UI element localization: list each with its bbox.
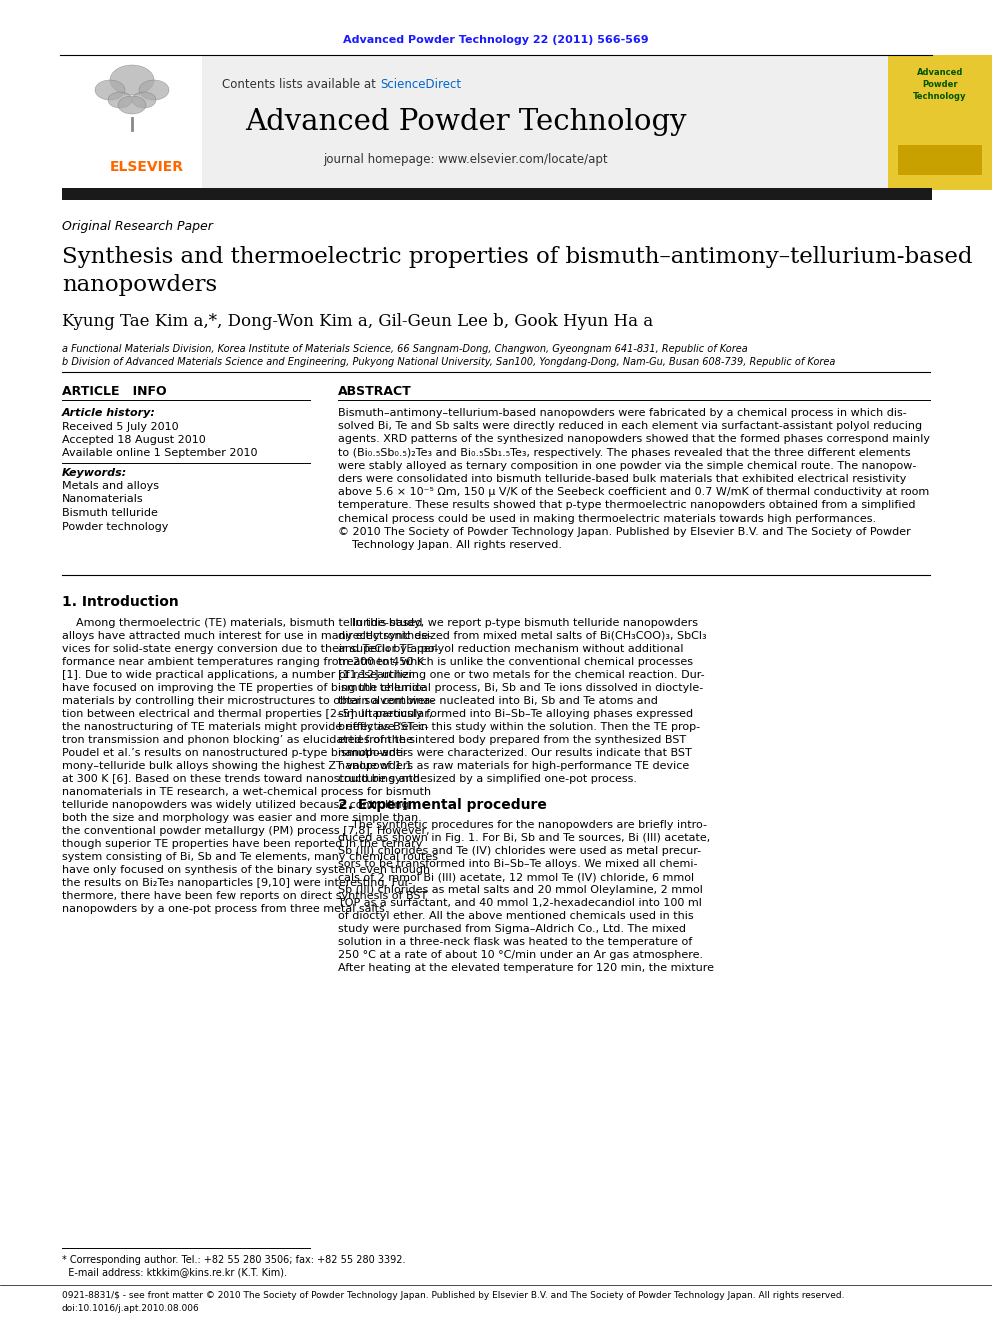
Text: vices for solid-state energy conversion due to their superior TE per-: vices for solid-state energy conversion … [62,644,438,654]
Text: thermore, there have been few reports on direct synthesis of BST: thermore, there have been few reports on… [62,890,428,901]
Text: Contents lists available at: Contents lists available at [222,78,380,91]
Text: erties of the sintered body prepared from the synthesized BST: erties of the sintered body prepared fro… [338,736,686,745]
Text: though superior TE properties have been reported in the ternary: though superior TE properties have been … [62,839,423,849]
Text: temperature. These results showed that p-type thermoelectric nanopowders obtaine: temperature. These results showed that p… [338,500,916,511]
Text: Poudel et al.’s results on nanostructured p-type bismuth–anti-: Poudel et al.’s results on nanostructure… [62,747,408,758]
Text: both the size and morphology was easier and more simple than: both the size and morphology was easier … [62,814,419,823]
Text: nanopowders were characterized. Our results indicate that BST: nanopowders were characterized. Our resu… [338,747,691,758]
Text: © 2010 The Society of Powder Technology Japan. Published by Elsevier B.V. and Th: © 2010 The Society of Powder Technology … [338,527,911,537]
Text: directly synthesized from mixed metal salts of Bi(CH₃COO)₃, SbCl₃: directly synthesized from mixed metal sa… [338,631,706,642]
Ellipse shape [110,65,154,95]
Text: study were purchased from Sigma–Aldrich Co., Ltd. The mixed: study were purchased from Sigma–Aldrich … [338,923,686,934]
Text: were stably alloyed as ternary composition in one powder via the simple chemical: were stably alloyed as ternary compositi… [338,460,917,471]
Text: Bismuth–antimony–tellurium-based nanopowders were fabricated by a chemical proce: Bismuth–antimony–tellurium-based nanopow… [338,407,907,418]
Text: 0921-8831/$ - see front matter © 2010 The Society of Powder Technology Japan. Pu: 0921-8831/$ - see front matter © 2010 Th… [62,1291,844,1301]
Text: the nanostructuring of TE materials might provide effective ‘elec-: the nanostructuring of TE materials migh… [62,722,429,732]
Text: ders were consolidated into bismuth telluride-based bulk materials that exhibite: ders were consolidated into bismuth tell… [338,474,907,484]
Text: b Division of Advanced Materials Science and Engineering, Pukyong National Unive: b Division of Advanced Materials Science… [62,357,835,366]
Text: above 5.6 × 10⁻⁵ Ωm, 150 μ V/K of the Seebeck coefficient and 0.7 W/mK of therma: above 5.6 × 10⁻⁵ Ωm, 150 μ V/K of the Se… [338,487,930,497]
Text: ther solvent were nucleated into Bi, Sb and Te atoms and: ther solvent were nucleated into Bi, Sb … [338,696,658,706]
Text: could be synthesized by a simplified one-pot process.: could be synthesized by a simplified one… [338,774,637,785]
Bar [62,188,932,200]
Text: Received 5 July 2010: Received 5 July 2010 [62,422,179,433]
Text: Accepted 18 August 2010: Accepted 18 August 2010 [62,435,205,445]
Text: Bismuth telluride: Bismuth telluride [62,508,158,519]
Text: ELSEVIER: ELSEVIER [110,160,184,175]
Text: TOP as a surfactant, and 40 mmol 1,2-hexadecandiol into 100 ml: TOP as a surfactant, and 40 mmol 1,2-hex… [338,898,702,908]
Text: 250 °C at a rate of about 10 °C/min under an Ar gas atmosphere.: 250 °C at a rate of about 10 °C/min unde… [338,950,703,960]
Text: system consisting of Bi, Sb and Te elements, many chemical routes: system consisting of Bi, Sb and Te eleme… [62,852,438,863]
Text: simultaneously formed into Bi–Sb–Te alloying phases expressed: simultaneously formed into Bi–Sb–Te allo… [338,709,693,718]
Text: [1]. Due to wide practical applications, a number of researcher: [1]. Due to wide practical applications,… [62,669,413,680]
Text: nanomaterials in TE research, a wet-chemical process for bismuth: nanomaterials in TE research, a wet-chem… [62,787,432,796]
Text: the conventional powder metallurgy (PM) process [7,8]. However,: the conventional powder metallurgy (PM) … [62,826,430,836]
Text: at 300 K [6]. Based on these trends toward nanostructuring and: at 300 K [6]. Based on these trends towa… [62,774,420,785]
Text: ing the chemical process, Bi, Sb and Te ions dissolved in dioctyle-: ing the chemical process, Bi, Sb and Te … [338,683,703,693]
Text: E-mail address: ktkkim@kins.re.kr (K.T. Kim).: E-mail address: ktkkim@kins.re.kr (K.T. … [62,1267,287,1277]
Text: solution in a three-neck flask was heated to the temperature of: solution in a three-neck flask was heate… [338,937,692,947]
Text: Available online 1 September 2010: Available online 1 September 2010 [62,448,258,458]
Bar [888,56,992,191]
Text: journal homepage: www.elsevier.com/locate/apt: journal homepage: www.elsevier.com/locat… [323,153,608,165]
Text: After heating at the elevated temperature for 120 min, the mixture: After heating at the elevated temperatur… [338,963,714,972]
Text: The synthetic procedures for the nanopowders are briefly intro-: The synthetic procedures for the nanopow… [338,820,707,830]
Text: nanopowders as raw materials for high-performance TE device: nanopowders as raw materials for high-pe… [338,761,689,771]
Text: Nanomaterials: Nanomaterials [62,495,144,504]
Text: duced as shown in Fig. 1. For Bi, Sb and Te sources, Bi (III) acetate,: duced as shown in Fig. 1. For Bi, Sb and… [338,833,710,843]
Text: chemical process could be used in making thermoelectric materials towards high p: chemical process could be used in making… [338,513,876,524]
Text: tion between electrical and thermal properties [2–5]. In particular,: tion between electrical and thermal prop… [62,709,433,718]
Text: and TeCl₄ by a polyol reduction mechanism without additional: and TeCl₄ by a polyol reduction mechanis… [338,644,683,654]
Text: materials by controlling their microstructures to obtain a combina-: materials by controlling their microstru… [62,696,434,706]
Text: alloys have attracted much interest for use in many electronic de-: alloys have attracted much interest for … [62,631,433,642]
Bar [62,56,890,191]
Ellipse shape [95,79,125,101]
Text: In this study, we report p-type bismuth telluride nanopowders: In this study, we report p-type bismuth … [338,618,698,628]
Bar [62,56,202,191]
Text: tron transmission and phonon blocking’ as elucidated from the: tron transmission and phonon blocking’ a… [62,736,413,745]
Text: doi:10.1016/j.apt.2010.08.006: doi:10.1016/j.apt.2010.08.006 [62,1304,199,1312]
Text: Original Research Paper: Original Research Paper [62,220,213,233]
Text: 1. Introduction: 1. Introduction [62,595,179,609]
Text: briefly as BST in this study within the solution. Then the TE prop-: briefly as BST in this study within the … [338,722,700,732]
Text: Advanced Powder Technology: Advanced Powder Technology [245,108,686,136]
Ellipse shape [139,79,169,101]
Text: agents. XRD patterns of the synthesized nanopowders showed that the formed phase: agents. XRD patterns of the synthesized … [338,434,930,445]
Text: Advanced Powder Technology 22 (2011) 566-569: Advanced Powder Technology 22 (2011) 566… [343,34,649,45]
Text: ARTICLE   INFO: ARTICLE INFO [62,385,167,398]
Text: a Functional Materials Division, Korea Institute of Materials Science, 66 Sangna: a Functional Materials Division, Korea I… [62,344,748,355]
Text: Powder technology: Powder technology [62,521,169,532]
Text: Keywords:: Keywords: [62,468,127,478]
Text: the results on Bi₂Te₃ nanoparticles [9,10] were interesting. Fur-: the results on Bi₂Te₃ nanoparticles [9,1… [62,878,413,888]
Text: Among thermoelectric (TE) materials, bismuth telluride-based: Among thermoelectric (TE) materials, bis… [62,618,423,628]
Bar [898,146,982,175]
Text: Sb (III) chlorides as metal salts and 20 mmol Oleylamine, 2 mmol: Sb (III) chlorides as metal salts and 20… [338,885,703,894]
Text: Article history:: Article history: [62,407,156,418]
Text: ABSTRACT: ABSTRACT [338,385,412,398]
Text: ScienceDirect: ScienceDirect [380,78,461,91]
Text: Technology Japan. All rights reserved.: Technology Japan. All rights reserved. [338,540,562,550]
Text: * Corresponding author. Tel.: +82 55 280 3506; fax: +82 55 280 3392.: * Corresponding author. Tel.: +82 55 280… [62,1256,406,1265]
Text: Synthesis and thermoelectric properties of bismuth–antimony–tellurium-based
nano: Synthesis and thermoelectric properties … [62,246,972,296]
Text: cals of 2 mmol Bi (III) acetate, 12 mmol Te (IV) chloride, 6 mmol: cals of 2 mmol Bi (III) acetate, 12 mmol… [338,872,694,882]
Text: nanopowders by a one-pot process from three metal salts.: nanopowders by a one-pot process from th… [62,904,389,914]
Text: Advanced
Powder
Technology: Advanced Powder Technology [914,67,967,101]
Ellipse shape [108,93,132,108]
Text: 2. Experimental procedure: 2. Experimental procedure [338,798,547,812]
Text: treatment, which is unlike the conventional chemical processes: treatment, which is unlike the conventio… [338,658,693,667]
Text: of dioctyl ether. All the above mentioned chemicals used in this: of dioctyl ether. All the above mentione… [338,912,693,921]
Text: mony–telluride bulk alloys showing the highest ZT value of 1.1: mony–telluride bulk alloys showing the h… [62,761,413,771]
Text: telluride nanopowders was widely utilized because controlling: telluride nanopowders was widely utilize… [62,800,409,810]
Text: have focused on improving the TE properties of bismuth telluride: have focused on improving the TE propert… [62,683,427,693]
Text: sors to be transformed into Bi–Sb–Te alloys. We mixed all chemi-: sors to be transformed into Bi–Sb–Te all… [338,859,697,869]
Ellipse shape [132,93,156,108]
Text: Sb (III) chlorides and Te (IV) chlorides were used as metal precur-: Sb (III) chlorides and Te (IV) chlorides… [338,845,701,856]
Text: solved Bi, Te and Sb salts were directly reduced in each element via surfactant-: solved Bi, Te and Sb salts were directly… [338,421,923,431]
Ellipse shape [118,97,146,114]
Text: formance near ambient temperatures ranging from 200 to 450 K: formance near ambient temperatures rangi… [62,658,424,667]
Text: Metals and alloys: Metals and alloys [62,482,159,491]
Text: have only focused on synthesis of the binary system even though: have only focused on synthesis of the bi… [62,865,431,875]
Text: [11,12] utilizing one or two metals for the chemical reaction. Dur-: [11,12] utilizing one or two metals for … [338,669,704,680]
Text: to (Bi₀.₅Sb₀.₅)₂Te₃ and Bi₀.₅Sb₁.₅Te₃, respectively. The phases revealed that th: to (Bi₀.₅Sb₀.₅)₂Te₃ and Bi₀.₅Sb₁.₅Te₃, r… [338,447,911,458]
Text: Kyung Tae Kim a,*, Dong-Won Kim a, Gil-Geun Lee b, Gook Hyun Ha a: Kyung Tae Kim a,*, Dong-Won Kim a, Gil-G… [62,314,653,329]
